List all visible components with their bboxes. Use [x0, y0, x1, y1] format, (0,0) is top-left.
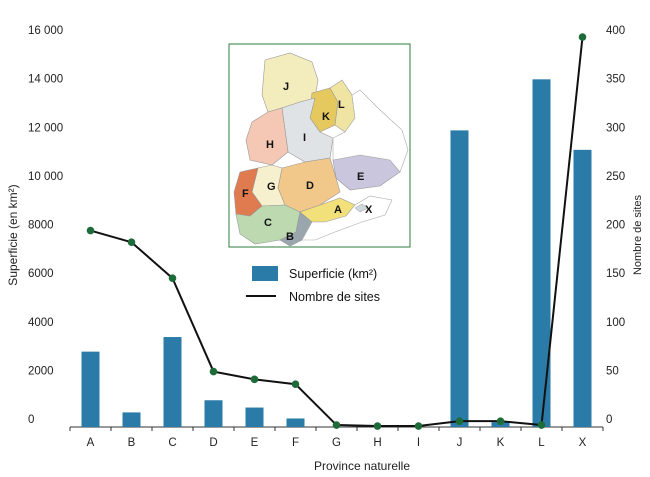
bars — [81, 79, 592, 428]
map-label-f: F — [242, 188, 249, 200]
line-point — [291, 380, 300, 389]
map-label-k: K — [322, 111, 330, 123]
map-label-l: L — [338, 99, 345, 111]
y-left-tick-label: 2000 — [28, 365, 54, 377]
bar — [122, 412, 141, 427]
y-right-tick-label: 50 — [606, 365, 619, 377]
inset-map: J K L I H G F D E C B A X — [228, 43, 411, 248]
x-tick-label: G — [332, 437, 341, 449]
bar — [163, 337, 182, 427]
line-series — [86, 33, 587, 430]
y-left-tick-label: 0 — [28, 414, 34, 426]
line-point — [414, 422, 423, 430]
bar — [81, 351, 100, 427]
y-right-tick-label: 200 — [606, 220, 625, 232]
bar — [286, 418, 305, 427]
line-point — [209, 367, 218, 376]
line-point — [578, 33, 587, 41]
y-left-ticks: 0 2000 4000 6000 8000 10 000 12 000 14 000 16 00… — [28, 25, 63, 426]
y-right-tick-label: 250 — [606, 171, 625, 183]
y-left-tick-label: 10 000 — [28, 171, 63, 183]
x-tick-label: E — [251, 437, 259, 449]
y-right-tick-label: 0 — [606, 414, 612, 426]
y-right-ticks: 0 50 100 150 200 250 300 350 400 — [606, 25, 625, 426]
legend-label-line: Nombre de sites — [289, 290, 380, 304]
map-label-g: G — [267, 181, 276, 193]
line-point — [168, 274, 177, 283]
x-tick-label: J — [457, 437, 463, 449]
y-left-tick-label: 14 000 — [28, 74, 63, 86]
y-right-tick-label: 350 — [606, 74, 625, 86]
y-right-tick-label: 400 — [606, 25, 625, 37]
y2-axis-title: Nombre de sites — [632, 194, 644, 275]
map-region-x — [301, 195, 393, 241]
y-axis-title: Superficie (en km²) — [6, 184, 20, 285]
map-label-a: A — [334, 204, 342, 216]
x-axis-title: Province naturelle — [314, 459, 410, 473]
y-right-tick-label: 100 — [606, 317, 625, 329]
map-gulf — [354, 203, 369, 213]
map-label-j: J — [283, 81, 289, 93]
bar — [204, 400, 223, 427]
y-right-tick-label: 150 — [606, 268, 625, 280]
map-label-i: I — [303, 132, 306, 144]
x-tick-label: K — [497, 437, 505, 449]
line-point — [455, 417, 464, 425]
x-tick-label: B — [128, 437, 136, 449]
map-label-b: B — [286, 231, 294, 243]
x-tick-label: C — [168, 437, 176, 449]
legend-label-bar: Superficie (km²) — [289, 267, 377, 281]
line-point — [373, 422, 382, 430]
x-tick-label: I — [417, 437, 420, 449]
legend-swatch-bar — [252, 266, 278, 281]
bar — [450, 130, 469, 427]
line-point — [496, 417, 505, 425]
line-point — [332, 421, 341, 429]
y-left-tick-label: 4000 — [28, 317, 54, 329]
x-tick-label: X — [579, 437, 587, 449]
y-left-tick-label: 8000 — [28, 220, 54, 232]
x-tick-label: D — [209, 437, 217, 449]
bar — [245, 407, 264, 427]
line-point — [127, 238, 136, 247]
x-tick-label: A — [87, 437, 95, 449]
map-label-c: C — [264, 217, 272, 229]
line-point — [250, 375, 259, 384]
bar — [532, 79, 551, 428]
line-point — [86, 226, 95, 235]
x-tick-label: F — [292, 437, 299, 449]
x-tick-label: H — [373, 437, 381, 449]
line-point — [537, 421, 546, 429]
map-label-h: H — [266, 139, 274, 151]
y-left-tick-label: 12 000 — [28, 122, 63, 134]
map-label-e: E — [357, 171, 364, 183]
y-left-tick-label: 16 000 — [28, 25, 63, 37]
map-label-x: X — [365, 204, 373, 216]
x-tick-label: L — [538, 437, 545, 449]
legend: Superficie (km²) Nombre de sites — [246, 266, 380, 304]
map-region-h — [245, 107, 289, 166]
y-right-tick-label: 300 — [606, 122, 625, 134]
y-left-tick-label: 6000 — [28, 268, 54, 280]
map-label-d: D — [306, 180, 314, 192]
map-region-coast — [332, 89, 409, 173]
bar — [573, 149, 592, 427]
